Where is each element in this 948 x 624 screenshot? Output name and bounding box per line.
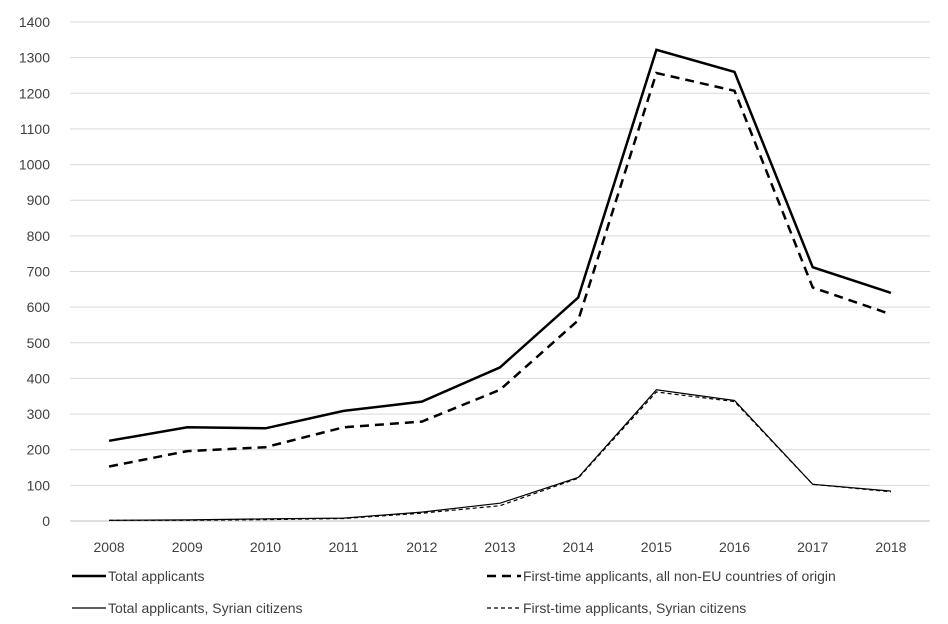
x-tick-label: 2016 (719, 539, 750, 555)
x-tick-label: 2012 (406, 539, 437, 555)
legend-label-1: Total applicants (108, 568, 205, 584)
series-line-2 (108, 71, 892, 468)
y-tick-label: 500 (27, 335, 51, 351)
x-tick-label: 2014 (563, 539, 594, 555)
y-tick-label: 1000 (19, 157, 50, 173)
y-tick-label: 600 (27, 299, 51, 315)
x-tick-label: 2009 (172, 539, 203, 555)
y-tick-label: 900 (27, 192, 51, 208)
series-line-1 (108, 48, 892, 443)
legend-label-3: Total applicants, Syrian citizens (108, 600, 303, 616)
y-tick-label: 1400 (19, 14, 50, 30)
x-tick-label: 2017 (797, 539, 828, 555)
series-lines (108, 48, 892, 521)
y-tick-label: 0 (42, 513, 50, 529)
y-tick-label: 700 (27, 264, 51, 280)
legend-label-2: First-time applicants, all non-EU countr… (523, 568, 836, 584)
x-tick-label: 2011 (329, 539, 359, 555)
x-tick-label: 2013 (484, 539, 515, 555)
y-tick-label: 1200 (19, 85, 50, 101)
legend-label-4: First-time applicants, Syrian citizens (523, 600, 746, 616)
series-line-4 (109, 391, 891, 521)
y-tick-label: 1300 (19, 50, 50, 66)
x-tick-label: 2010 (250, 539, 281, 555)
x-axis-tick-labels: 2008 2009 2010 2011 2012 2013 2014 2015 2016 2017… (94, 539, 907, 555)
gridlines (70, 21, 930, 486)
legend: Total applicants First-time applicants, a… (72, 568, 836, 616)
series-line-3 (109, 389, 891, 521)
y-tick-label: 100 (27, 477, 51, 493)
y-axis-tick-labels: 0 100 200 300 400 500 600 700 800 900 1000 1100 1200… (19, 14, 50, 529)
y-tick-label: 1100 (20, 121, 50, 137)
y-tick-label: 200 (27, 442, 51, 458)
x-tick-label: 2008 (94, 539, 125, 555)
x-tick-label: 2015 (641, 539, 672, 555)
y-tick-label: 800 (27, 228, 51, 244)
x-tick-label: 2018 (875, 539, 906, 555)
y-tick-label: 300 (27, 406, 51, 422)
y-tick-label: 400 (27, 370, 51, 386)
